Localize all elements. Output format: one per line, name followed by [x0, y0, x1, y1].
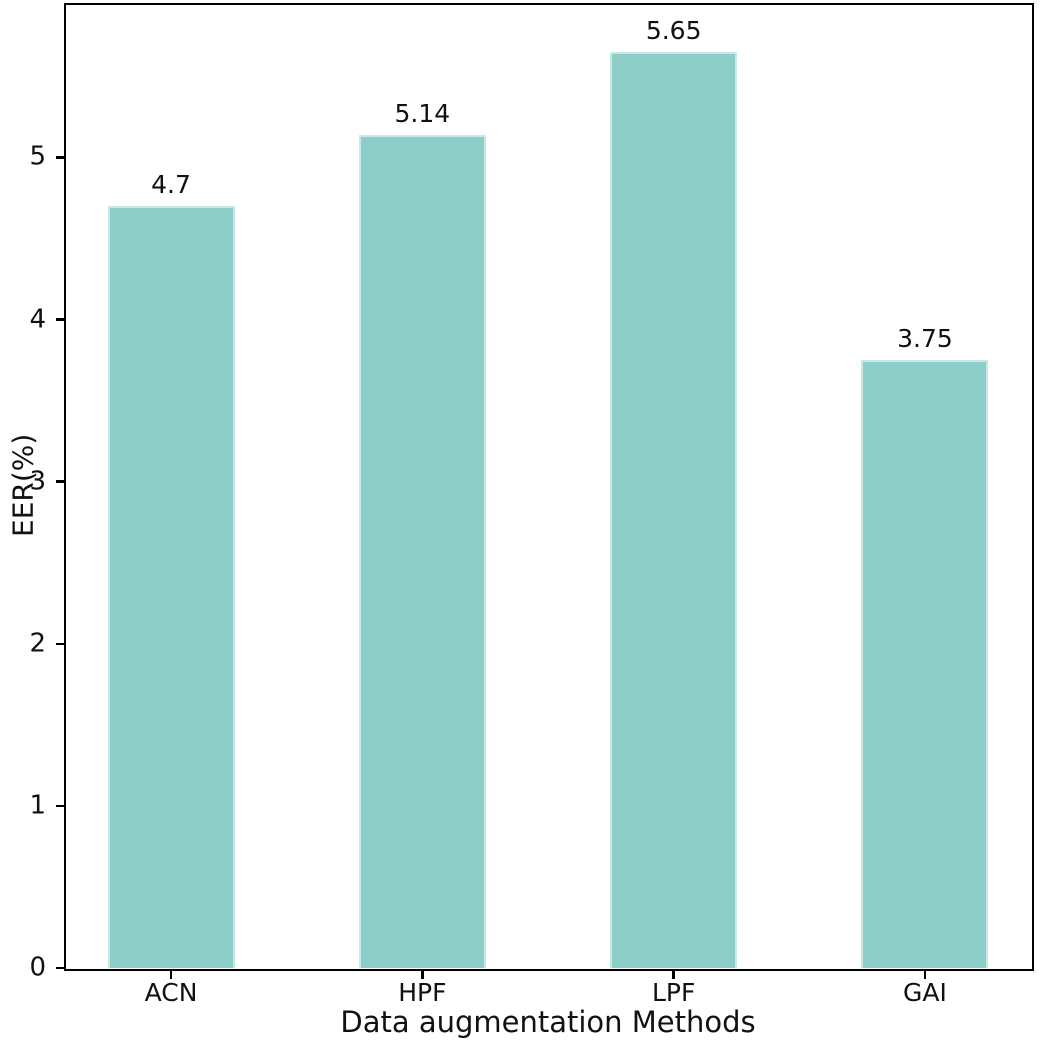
y-tick-label: 5: [29, 141, 46, 172]
y-tick-label: 3: [29, 466, 46, 497]
x-category-label: GAI: [903, 978, 947, 1007]
bar-value-label: 5.65: [645, 16, 702, 46]
x-tick-mark: [169, 970, 173, 979]
x-tick-mark: [421, 970, 424, 979]
x-category-label: ACN: [144, 978, 198, 1007]
y-tick-mark: [55, 642, 64, 645]
y-tick-mark: [55, 156, 64, 159]
bar-value-label: 5.14: [394, 98, 451, 128]
bar-value-label: 3.75: [897, 324, 953, 354]
y-tick-label: 2: [29, 628, 46, 659]
y-tick-mark: [55, 480, 64, 483]
y-tick-mark: [55, 804, 64, 808]
y-tick-mark: [55, 966, 64, 970]
bar-acn: [107, 206, 235, 968]
x-axis-title: Data augmentation Methods: [340, 1005, 756, 1039]
x-tick-mark: [672, 970, 675, 979]
x-category-label: LPF: [651, 978, 696, 1007]
bar-lpf: [610, 52, 738, 968]
y-tick-label: 4: [29, 303, 46, 334]
x-category-label: HPF: [398, 978, 447, 1007]
plot-area: 4.7 ACN 5.14 HPF 5.65 LPF 3.75 GAI 0 1 2 3 4 5: [29, 5, 1030, 1005]
y-tick-mark: [55, 318, 64, 321]
y-tick-label: 0: [29, 952, 46, 983]
bar-hpf: [358, 134, 486, 968]
bar-gai: [861, 360, 989, 968]
y-tick-label: 1: [29, 790, 46, 821]
x-tick-mark: [923, 970, 927, 979]
bar-value-label: 4.7: [151, 170, 191, 200]
plot-frame: [64, 3, 1034, 971]
